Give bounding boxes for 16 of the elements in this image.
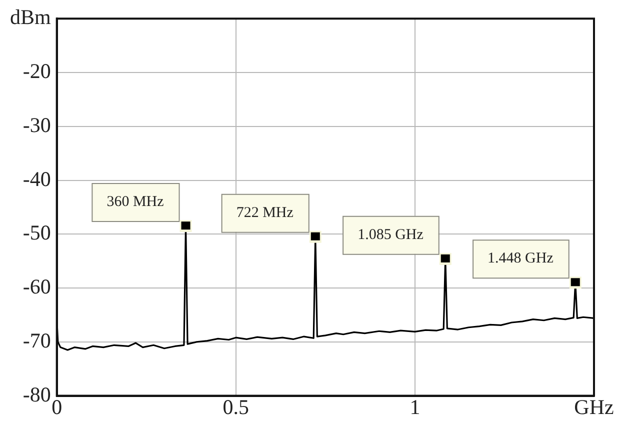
y-tick-label: -40 (22, 166, 51, 191)
y-tick-label: -50 (22, 220, 51, 245)
y-tick-label: -80 (22, 382, 51, 406)
y-tick-label: dBm (10, 5, 51, 30)
annotation: 360 MHz (106, 194, 164, 210)
x-tick-label: 1 (410, 394, 420, 419)
x-tick-label: 0.5 (222, 394, 250, 419)
annotation: 1.448 GHz (488, 250, 554, 267)
y-tick-label: -30 (22, 112, 51, 137)
y-tick-label: -60 (22, 274, 51, 299)
y-tick-label: -70 (22, 328, 51, 352)
y-tick-label: -20 (22, 59, 51, 83)
annotation: 1.085 GHz (358, 226, 424, 243)
annotation: 722 MHz (236, 204, 294, 221)
x-tick-label: 0 (52, 394, 62, 419)
x-tick-label: GHz (574, 394, 614, 419)
